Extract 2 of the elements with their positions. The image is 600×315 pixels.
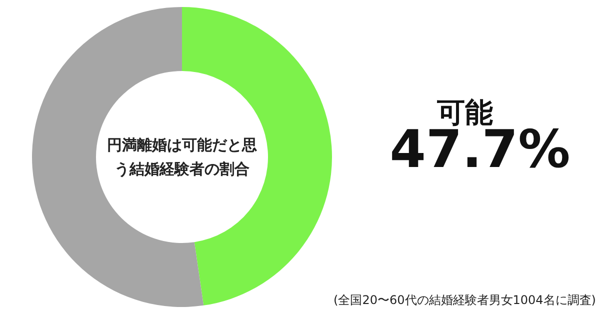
text: 円満離婚は可能だと思う結婚経験者の割合 <box>106 135 258 180</box>
text: (全国20〜60代の結婚経験者男女1004名に調査) <box>334 292 596 309</box>
